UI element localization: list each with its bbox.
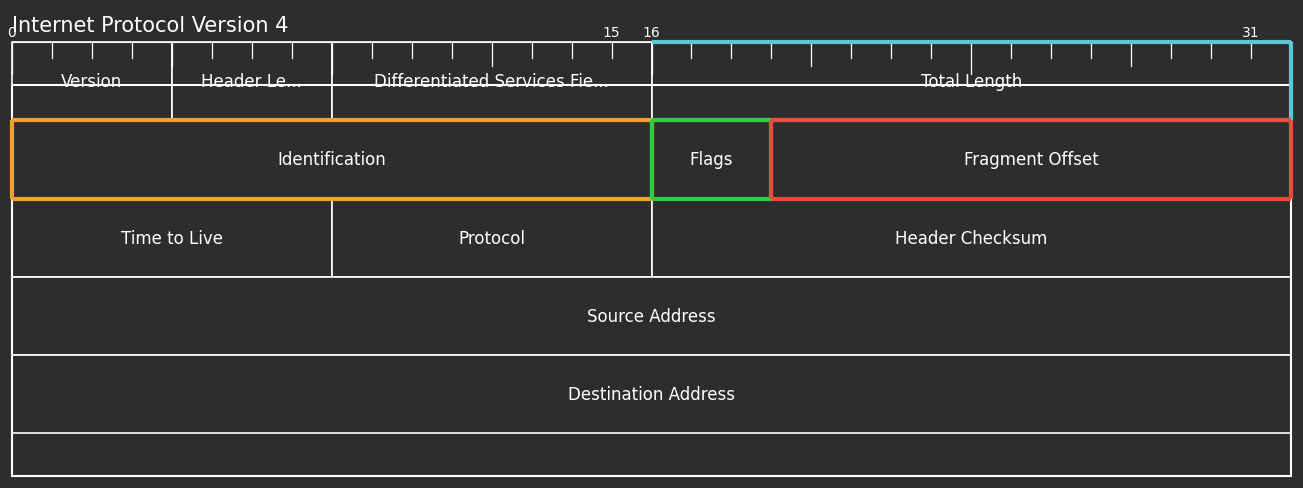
- Bar: [652, 121, 771, 199]
- Text: Source Address: Source Address: [588, 307, 715, 325]
- Text: Differentiated Services Fie...: Differentiated Services Fie...: [374, 73, 609, 91]
- Text: Destination Address: Destination Address: [568, 386, 735, 403]
- Text: Protocol: Protocol: [459, 229, 525, 247]
- Text: Version: Version: [61, 73, 122, 91]
- Bar: [12, 86, 1291, 476]
- Bar: [652, 199, 1291, 277]
- Text: Identification: Identification: [278, 151, 386, 169]
- Bar: [172, 43, 332, 121]
- Text: Total Length: Total Length: [921, 73, 1022, 91]
- Bar: [332, 199, 652, 277]
- Text: Header Checksum: Header Checksum: [895, 229, 1048, 247]
- Bar: [771, 121, 1291, 199]
- Bar: [652, 43, 1291, 121]
- Bar: [332, 43, 652, 121]
- Text: 31: 31: [1242, 26, 1260, 40]
- Bar: [12, 277, 1291, 355]
- Text: Time to Live: Time to Live: [121, 229, 223, 247]
- Text: Internet Protocol Version 4: Internet Protocol Version 4: [12, 16, 288, 36]
- Text: Header Le...: Header Le...: [202, 73, 302, 91]
- Text: 16: 16: [642, 26, 661, 40]
- Bar: [12, 355, 1291, 433]
- Text: Flags: Flags: [689, 151, 734, 169]
- Bar: [12, 121, 652, 199]
- Bar: [12, 43, 172, 121]
- Text: 0: 0: [8, 26, 17, 40]
- Text: 15: 15: [603, 26, 620, 40]
- Text: Fragment Offset: Fragment Offset: [964, 151, 1098, 169]
- Bar: [12, 199, 332, 277]
